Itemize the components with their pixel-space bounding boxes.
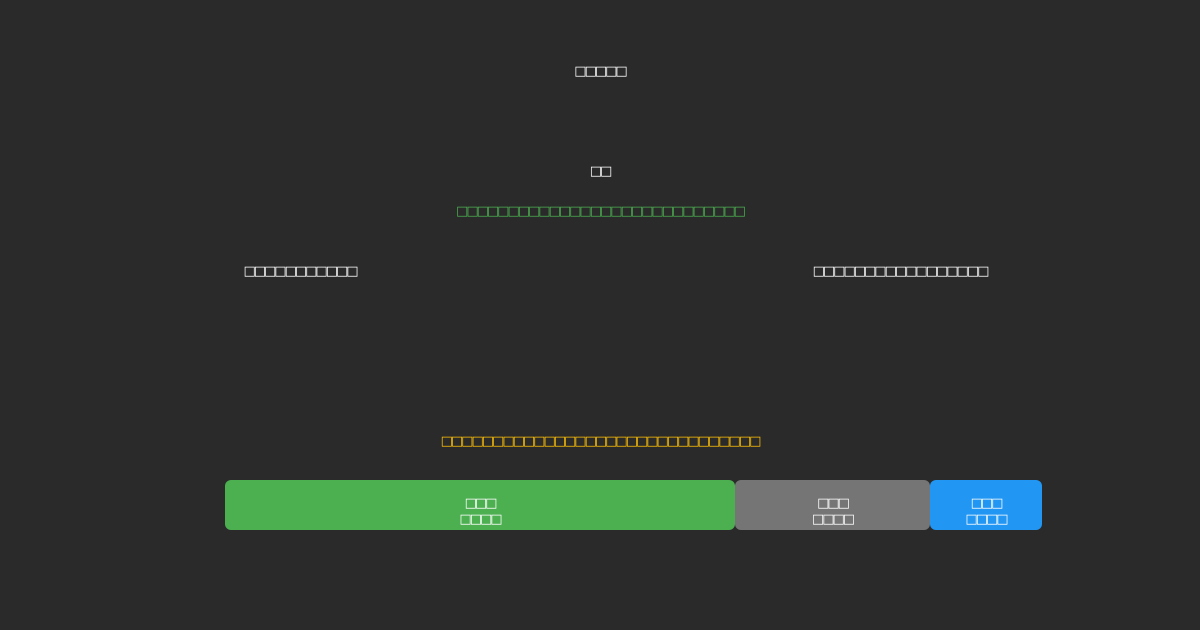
button-label-line2: □□□□ — [811, 512, 855, 527]
button-label-line1: □□□ — [970, 496, 1004, 511]
button-label-line2: □□□□ — [965, 512, 1008, 527]
primary-button[interactable]: □□□ □□□□ — [225, 480, 735, 530]
left-label: □□□□□□□□□□□ — [243, 264, 358, 279]
right-label: □□□□□□□□□□□□□□□□□ — [812, 264, 990, 279]
warning-message: □□□□□□□□□□□□□□□□□□□□□□□□□□□□□□□ — [440, 434, 762, 449]
secondary-button[interactable]: □□□ □□□□ — [735, 480, 930, 530]
button-label-line2: □□□□ — [459, 512, 502, 527]
button-label-line1: □□□ — [464, 496, 498, 511]
heading: □□ — [589, 164, 613, 179]
button-label-line1: □□□ — [817, 496, 850, 511]
status-message: □□□□□□□□□□□□□□□□□□□□□□□□□□□□ — [456, 204, 746, 219]
tertiary-button[interactable]: □□□ □□□□ — [930, 480, 1042, 530]
page-title: □□□□□ — [574, 64, 627, 79]
